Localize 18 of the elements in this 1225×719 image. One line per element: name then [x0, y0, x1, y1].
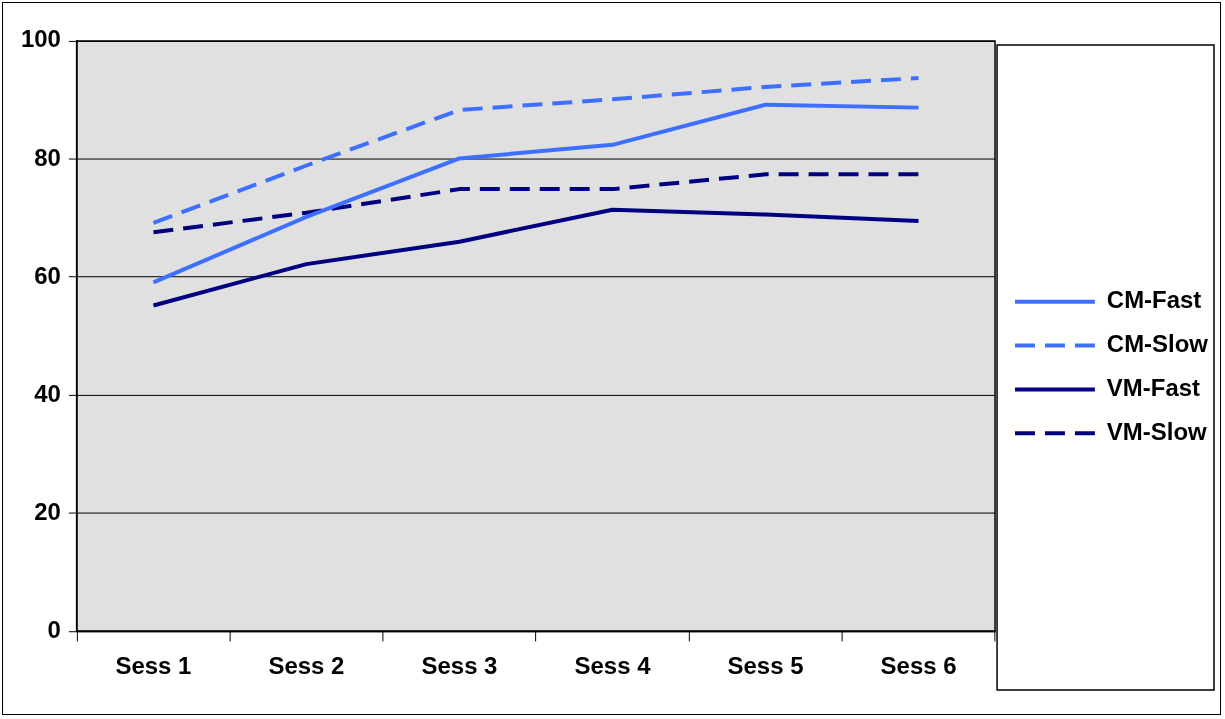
legend-label: CM-Slow	[1106, 330, 1209, 358]
x-tick-label: Sess 3	[421, 652, 498, 680]
y-tick-label: 60	[34, 261, 61, 289]
y-tick-label: 80	[34, 143, 61, 171]
x-tick-label: Sess 2	[268, 652, 345, 680]
line-series	[151, 76, 921, 225]
y-tick-label: 20	[34, 497, 61, 525]
x-tick-label: Sess 5	[727, 652, 804, 680]
y-tick-label: 100	[20, 25, 61, 53]
legend-label: VM-Fast	[1106, 374, 1201, 402]
line-series	[151, 172, 921, 235]
legend-label: CM-Fast	[1106, 286, 1202, 314]
x-tick-label: Sess 6	[880, 652, 957, 680]
x-tick-label: Sess 1	[115, 652, 192, 680]
y-tick-label: 0	[47, 616, 61, 644]
legend-label: VM-Slow	[1106, 417, 1208, 445]
x-tick-label: Sess 4	[574, 652, 652, 680]
y-tick-label: 40	[34, 379, 61, 407]
